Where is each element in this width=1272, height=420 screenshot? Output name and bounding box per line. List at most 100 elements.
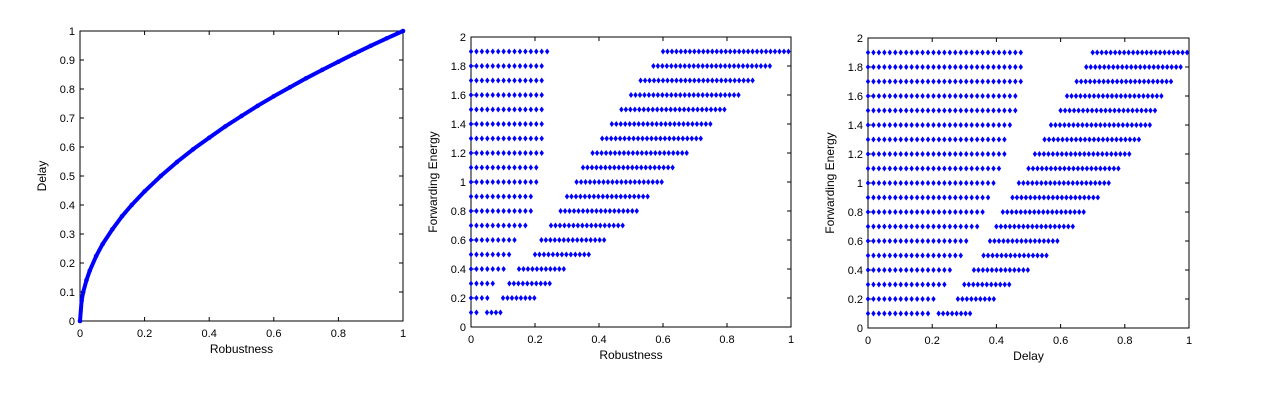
data-point	[1021, 223, 1026, 230]
data-point	[496, 222, 501, 229]
data-point	[586, 251, 591, 258]
data-point	[566, 237, 571, 243]
data-point	[537, 251, 542, 258]
data-point	[909, 180, 914, 186]
data-point	[596, 193, 601, 200]
data-point	[648, 150, 654, 156]
data-point	[703, 121, 709, 127]
data-point	[914, 151, 920, 157]
data-point	[616, 208, 622, 214]
data-point	[865, 281, 871, 288]
data-point	[882, 296, 887, 302]
data-point	[1032, 194, 1038, 201]
data-point	[1132, 78, 1138, 85]
x-tick-label: 0	[77, 328, 83, 340]
data-point	[893, 252, 898, 259]
y-tick-label: 1.6	[451, 90, 466, 102]
data-point	[953, 49, 958, 56]
data-point	[1126, 49, 1131, 56]
data-point	[936, 122, 942, 128]
data-point	[898, 267, 903, 273]
data-point	[528, 63, 534, 69]
data-point	[1073, 136, 1079, 143]
data-point	[1087, 136, 1092, 143]
data-point	[991, 49, 996, 56]
data-point	[1014, 194, 1020, 201]
data-point	[589, 164, 595, 171]
data-point	[632, 193, 637, 200]
data-point	[876, 223, 882, 230]
data-point	[659, 106, 664, 113]
y-tick-label: 2	[460, 32, 466, 44]
data-point	[876, 310, 882, 317]
data-point	[1107, 107, 1113, 114]
data-point	[520, 280, 526, 287]
data-point	[920, 122, 925, 128]
data-point	[1130, 107, 1135, 114]
data-point	[1099, 49, 1104, 56]
y-tick-label: 0.4	[60, 200, 75, 212]
data-point	[1039, 252, 1045, 259]
data-point	[557, 266, 562, 272]
data-point	[920, 151, 925, 157]
data-point	[516, 266, 522, 272]
data-point	[509, 295, 515, 301]
data-point	[1095, 194, 1101, 201]
data-point	[903, 165, 909, 172]
data-point	[1127, 136, 1133, 143]
y-axis-label: Forwarding Energy	[823, 132, 837, 233]
data-point	[603, 164, 608, 171]
data-point	[893, 93, 898, 99]
data-point	[474, 193, 479, 200]
data-point	[958, 223, 963, 230]
chart-panel-2: 0 0.2 0.4 0.6 0.8 1 0 0.2 0.4 0.6 0.8 1 1.2 1.4 1.6 1.8…	[426, 32, 794, 362]
data-point	[985, 252, 991, 259]
data-point	[1053, 122, 1058, 128]
data-point	[1002, 151, 1007, 157]
data-point	[925, 107, 931, 114]
data-point	[550, 251, 556, 258]
data-point	[1028, 238, 1033, 244]
data-point	[1081, 209, 1086, 215]
data-point	[925, 122, 931, 128]
data-point	[1064, 136, 1070, 143]
data-point	[534, 150, 539, 156]
data-point	[1010, 194, 1015, 201]
data-point	[871, 180, 876, 186]
data-point	[953, 223, 958, 230]
data-point	[506, 150, 512, 156]
data-point	[893, 64, 898, 70]
data-point	[1096, 78, 1102, 85]
data-point	[1074, 78, 1079, 85]
data-point	[77, 318, 83, 324]
data-point	[517, 63, 523, 69]
data-point	[1091, 194, 1096, 201]
data-point	[958, 209, 963, 215]
data-point	[553, 222, 558, 229]
data-point	[686, 106, 691, 113]
data-point	[931, 136, 936, 143]
data-point	[669, 48, 675, 55]
data-point	[649, 135, 654, 142]
data-point	[541, 251, 547, 258]
data-point	[544, 48, 550, 55]
data-point	[936, 78, 942, 85]
data-point	[1102, 122, 1108, 128]
data-point	[598, 164, 604, 171]
data-point	[1160, 64, 1165, 70]
data-point	[871, 122, 876, 128]
data-point	[479, 193, 485, 200]
data-point	[898, 151, 903, 157]
data-point	[583, 179, 588, 185]
data-point	[984, 281, 989, 288]
data-point	[676, 135, 681, 142]
data-point	[980, 78, 985, 85]
data-point	[691, 92, 696, 98]
data-point	[468, 48, 474, 55]
data-point	[1036, 209, 1041, 215]
data-point	[468, 106, 474, 113]
data-point	[653, 135, 659, 142]
data-point	[468, 179, 474, 185]
data-point	[368, 43, 374, 49]
